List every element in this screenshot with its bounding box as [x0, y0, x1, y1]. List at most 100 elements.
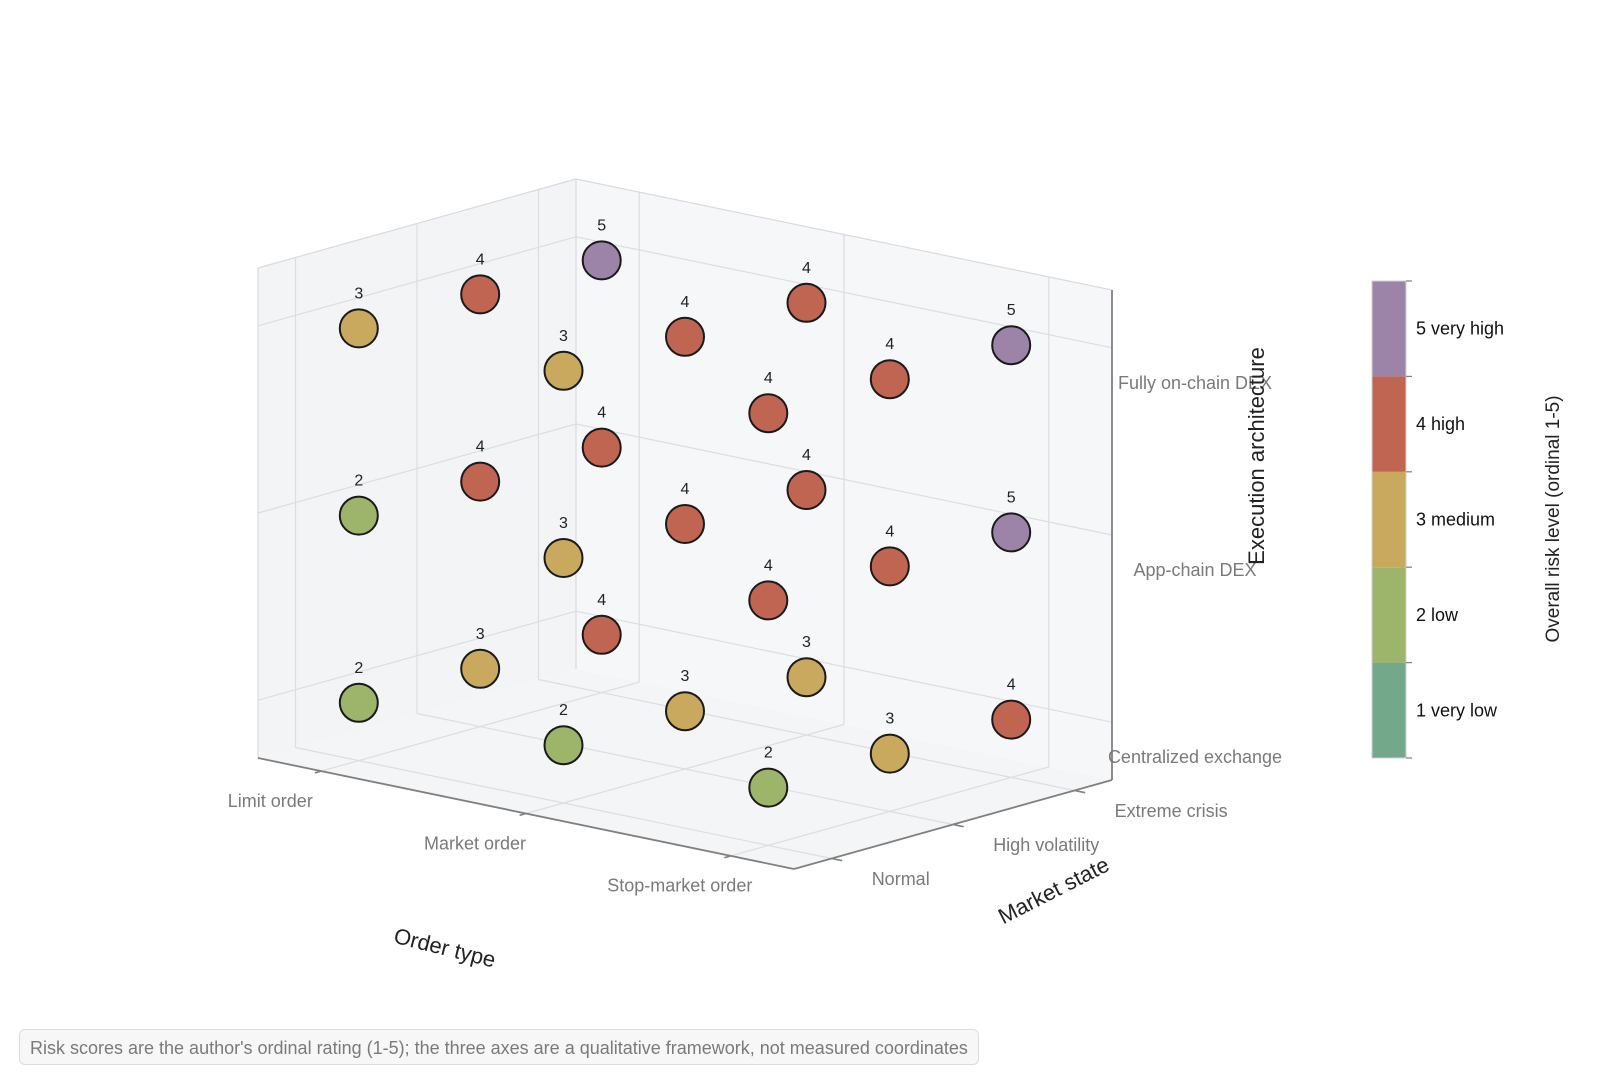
data-point: 5	[991, 489, 1032, 553]
data-point-marker	[869, 359, 910, 400]
data-point: 2	[543, 702, 584, 766]
data-point-marker	[991, 699, 1032, 740]
gridline	[416, 712, 954, 826]
colorbar-tick-label: 5 very high	[1416, 319, 1504, 339]
pane-border	[257, 178, 577, 269]
colorbar-tick-label: 4 high	[1416, 414, 1465, 434]
data-point-label: 3	[476, 626, 485, 643]
pane-border	[575, 178, 1113, 291]
data-point-label: 2	[354, 660, 363, 677]
data-point: 4	[665, 481, 705, 544]
data-point-label: 2	[764, 745, 773, 762]
data-point: 4	[460, 251, 501, 315]
colorbar-segment	[1372, 662, 1406, 758]
data-point: 3	[665, 668, 705, 732]
data-point-marker	[786, 282, 827, 323]
axis-lines	[257, 290, 1113, 870]
data-point-label: 4	[802, 447, 811, 464]
y-tick-label: Extreme crisis	[1115, 801, 1228, 821]
data-point-marker	[665, 691, 705, 732]
gridline	[257, 423, 577, 514]
data-point: 3	[869, 711, 910, 774]
data-point-marker	[748, 580, 789, 621]
data-point: 2	[338, 660, 379, 723]
data-point-marker	[338, 308, 379, 349]
data-point-marker	[460, 461, 501, 502]
data-point: 4	[748, 370, 789, 434]
x-tick-mark	[519, 812, 527, 817]
data-point-label: 4	[476, 439, 485, 456]
data-point-label: 4	[764, 370, 773, 387]
x-tick-mark	[724, 855, 732, 859]
data-point: 3	[543, 328, 584, 391]
data-point-label: 2	[559, 702, 568, 719]
data-point-marker	[786, 657, 827, 698]
gridline	[730, 766, 1049, 857]
data-point: 4	[460, 439, 501, 502]
data-point-label: 5	[1007, 302, 1016, 319]
z-tick-label: Centralized exchange	[1108, 747, 1282, 767]
data-point-marker	[543, 725, 584, 766]
x-tick-label: Stop-market order	[607, 876, 752, 896]
colorbar-segment	[1372, 471, 1406, 568]
data-point: 3	[543, 515, 584, 578]
y-axis-title: Market state	[994, 852, 1113, 929]
data-point: 4	[786, 260, 827, 323]
data-point-label: 3	[559, 515, 568, 532]
colorbar-outline	[1371, 280, 1407, 759]
data-point: 4	[991, 677, 1032, 740]
data-point: 5	[581, 217, 622, 281]
y-tick-mark	[952, 823, 964, 828]
data-point-label: 5	[597, 217, 606, 234]
data-point-label: 4	[885, 523, 894, 540]
data-point-marker	[460, 274, 501, 315]
data-point-marker	[748, 767, 789, 808]
grid-lines	[257, 178, 1113, 860]
data-point-label: 4	[597, 592, 606, 609]
data-point: 4	[748, 557, 789, 621]
data-point-marker	[748, 393, 789, 434]
data-point-label: 4	[764, 557, 773, 574]
data-point: 3	[786, 634, 827, 698]
data-point: 2	[748, 745, 789, 808]
data-point: 2	[338, 473, 379, 536]
y-tick-label: Normal	[872, 869, 930, 889]
colorbar-tick-label: 2 low	[1416, 605, 1459, 625]
tick-labels: Limit order Market order Stop-market order…	[228, 373, 1282, 896]
data-point: 3	[338, 285, 379, 349]
data-point: 4	[665, 294, 705, 357]
z-axis-title: Execution architecture	[1244, 347, 1269, 565]
data-point: 4	[869, 523, 910, 587]
data-point-marker	[543, 350, 584, 391]
data-point-label: 4	[885, 336, 894, 353]
data-point: 4	[869, 336, 910, 400]
y-tick-label: High volatility	[993, 835, 1099, 855]
data-point: 4	[581, 405, 622, 468]
data-point-label: 4	[681, 481, 690, 498]
data-point-label: 2	[354, 473, 363, 490]
data-point-marker	[665, 316, 705, 357]
data-point: 4	[581, 592, 622, 655]
colorbar-segment	[1372, 567, 1406, 663]
gridline	[538, 678, 1075, 792]
x-tick-label: Limit order	[228, 791, 313, 811]
data-point-label: 4	[597, 405, 606, 422]
data-point-marker	[460, 648, 501, 689]
data-point-label: 4	[476, 251, 485, 268]
data-point-marker	[581, 427, 622, 468]
colorbar-title: Overall risk level (ordinal 1-5)	[1543, 395, 1564, 642]
data-point-label: 4	[1007, 677, 1016, 694]
data-point-marker	[991, 325, 1032, 366]
y-tick-mark	[831, 857, 843, 862]
colorbar-segment	[1372, 376, 1406, 472]
colorbar-tick-label: 3 medium	[1416, 510, 1495, 530]
data-point-marker	[665, 504, 705, 544]
x-tick-mark	[314, 770, 322, 774]
colorbar: 1 very low 2 low 3 medium 4 high 5 very high	[1371, 280, 1504, 759]
z-tick-label: App-chain DEX	[1133, 560, 1256, 580]
z-tick-label: Fully on-chain DEX	[1118, 373, 1272, 393]
data-point-marker	[581, 614, 622, 655]
colorbar-tick-label: 1 very low	[1416, 700, 1498, 720]
data-point-marker	[786, 470, 827, 510]
